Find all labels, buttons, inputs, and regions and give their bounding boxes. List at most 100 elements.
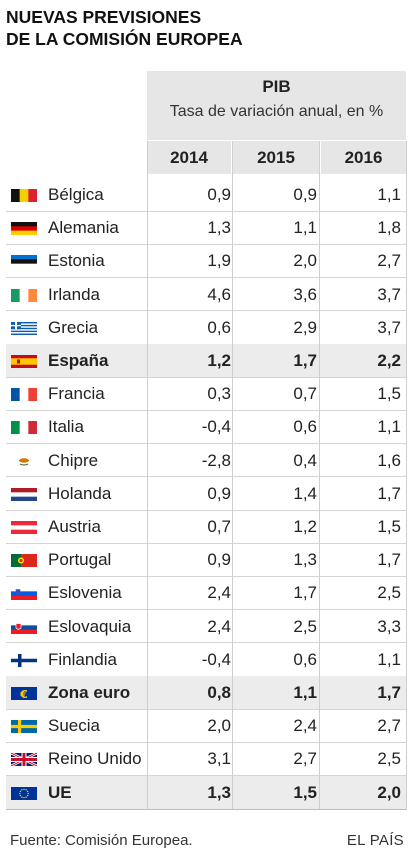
table-row: Eslovaquia 2,4 2,5 3,3	[6, 610, 406, 643]
country-name: Reino Unido	[48, 749, 142, 769]
country-name: Finlandia	[48, 649, 117, 669]
table-row: Austria 0,7 1,2 1,5	[6, 510, 406, 543]
value-cell-2015: 2,7	[293, 749, 317, 769]
netherlands-flag-icon	[11, 487, 37, 501]
svg-text:€: €	[19, 688, 28, 700]
value-cell-2015: 0,7	[293, 384, 317, 404]
country-name: Holanda	[48, 483, 112, 503]
germany-flag-icon	[11, 222, 37, 236]
table-row: Reino Unido 3,1 2,7 2,5	[6, 742, 406, 775]
country-name: Francia	[48, 384, 105, 404]
table-row: Eslovenia 2,4 1,7 2,5	[6, 576, 406, 609]
greece-flag-icon	[11, 321, 37, 335]
country-name: UE	[48, 782, 72, 802]
value-cell-2014: 0,3	[207, 384, 231, 404]
country-name: Eslovaquia	[48, 616, 132, 636]
portugal-flag-icon	[11, 554, 37, 568]
value-cell-2016: 2,7	[377, 251, 401, 271]
row-separator	[6, 376, 406, 378]
slovenia-flag-icon	[11, 587, 37, 601]
value-cell-2015: 2,0	[293, 251, 317, 271]
country-name: Portugal	[48, 550, 112, 570]
value-cell-2015: 0,6	[293, 649, 317, 669]
country-name: Grecia	[48, 317, 99, 337]
value-cell-2014: 2,4	[207, 616, 231, 636]
value-cell-2015: 0,6	[293, 417, 317, 437]
finland-flag-icon	[11, 653, 37, 667]
country-name: Estonia	[48, 251, 105, 271]
table-row: Holanda 0,9 1,4 1,7	[6, 477, 406, 510]
row-separator	[6, 476, 406, 478]
value-cell-2015: 1,4	[293, 483, 317, 503]
table-row: UE 1,3 1,5 2,0	[6, 775, 406, 809]
value-cell-2016: 1,5	[377, 517, 401, 536]
table-row: Estonia 1,9 2,0 2,7	[6, 244, 406, 277]
table-row: Bélgica 0,9 0,9 1,1	[6, 178, 406, 211]
row-separator	[6, 409, 406, 411]
row-separator	[6, 310, 406, 312]
value-cell-2016: 1,5	[377, 384, 401, 404]
value-cell-2016: 3,3	[377, 616, 401, 636]
country-name: Irlanda	[48, 284, 100, 304]
column-divider	[232, 141, 233, 810]
value-cell-2015: 1,7	[293, 351, 317, 370]
column-divider	[319, 141, 320, 810]
value-cell-2016: 1,8	[377, 218, 401, 238]
euro-flag-icon: €	[11, 687, 37, 700]
belgium-flag-icon	[11, 189, 37, 202]
table-row: España 1,2 1,7 2,2	[6, 344, 406, 377]
value-cell-2015: 3,6	[293, 284, 317, 304]
uk-flag-icon	[11, 753, 37, 767]
table-row: Portugal 0,9 1,3 1,7	[6, 543, 406, 576]
value-cell-2015: 1,1	[293, 218, 317, 238]
row-separator	[6, 509, 406, 511]
value-cell-2014: -0,4	[201, 417, 231, 437]
row-separator	[6, 542, 406, 544]
value-cell-2016: 3,7	[377, 317, 401, 337]
value-cell-2015: 1,2	[293, 517, 317, 536]
source-note: Fuente: Comisión Europea.	[10, 832, 193, 849]
estonia-flag-icon	[11, 255, 37, 269]
value-cell-2015: 1,3	[293, 550, 317, 570]
value-cell-2014: 1,9	[207, 251, 231, 271]
spain-flag-icon	[11, 355, 37, 368]
value-cell-2014: 0,6	[207, 317, 231, 337]
row-separator	[6, 243, 406, 245]
table-row: Alemania 1,3 1,1 1,8	[6, 211, 406, 244]
table-bottom-line	[6, 808, 406, 810]
value-cell-2014: 0,7	[207, 517, 231, 536]
country-name: Suecia	[48, 716, 100, 736]
table-row: Italia -0,4 0,6 1,1	[6, 410, 406, 443]
austria-flag-icon	[11, 521, 37, 534]
value-cell-2014: 0,9	[207, 483, 231, 503]
value-cell-2016: 1,6	[377, 450, 401, 470]
indicator-subtitle: Tasa de variación anual, en %	[169, 103, 384, 120]
value-cell-2015: 0,4	[293, 450, 317, 470]
value-cell-2016: 2,2	[377, 351, 401, 370]
value-cell-2016: 1,7	[377, 550, 401, 570]
value-cell-2015: 2,5	[293, 616, 317, 636]
table-row: Irlanda 4,6 3,6 3,7	[6, 278, 406, 311]
country-name: Zona euro	[48, 683, 131, 702]
country-name: Italia	[48, 417, 84, 437]
year-header-2014: 2014	[147, 141, 231, 174]
value-cell-2014: 3,1	[207, 749, 231, 769]
sweden-flag-icon	[11, 720, 37, 734]
country-name: España	[48, 351, 109, 370]
row-separator	[6, 609, 406, 611]
value-cell-2016: 1,1	[377, 417, 401, 437]
value-cell-2014: -2,8	[201, 450, 231, 470]
row-separator	[6, 708, 406, 710]
table-row: Chipre -2,8 0,4 1,6	[6, 444, 406, 477]
row-separator	[6, 277, 406, 279]
value-cell-2016: 1,7	[377, 683, 401, 702]
value-cell-2014: 4,6	[207, 284, 231, 304]
value-cell-2014: 2,0	[207, 716, 231, 736]
cyprus-flag-icon	[11, 454, 37, 468]
country-name: Bélgica	[48, 185, 104, 204]
row-separator	[6, 642, 406, 644]
table-row: € Zona euro 0,8 1,1 1,7	[6, 676, 406, 709]
italy-flag-icon	[11, 421, 37, 435]
column-divider	[406, 141, 407, 810]
value-cell-2015: 1,5	[293, 782, 317, 802]
